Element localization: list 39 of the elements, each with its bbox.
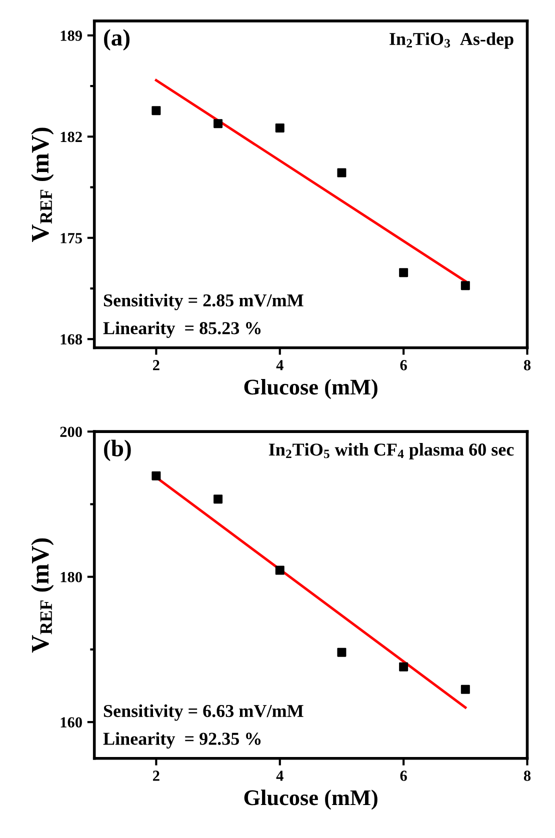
point (152, 471, 161, 480)
chart-title: (a) (104, 29, 130, 51)
text: In$_{2}$TiO$_{3}$ As-dep (390, 32, 514, 49)
point (337, 648, 346, 657)
point (337, 168, 346, 178)
point (214, 494, 223, 504)
annotation: Sensitivity = 6.63 mV/mM (104, 704, 304, 721)
point (399, 268, 408, 278)
point (275, 566, 284, 575)
x-axis-title: Glucose (mM) (244, 378, 378, 400)
x-tick-label: 2 (153, 770, 160, 781)
y-tick-label: 175 (60, 233, 82, 244)
annotation: Linearity = 85.23 % (103, 322, 261, 338)
chart-title: (b) (104, 440, 131, 462)
annotation: Linearity = 92.35 % (103, 732, 261, 749)
y-tick-label: 168 (60, 334, 82, 345)
y-tick-label: 180 (60, 572, 82, 582)
x-axis-title: Glucose (mM) (244, 790, 378, 810)
x-tick-label: 4 (276, 770, 284, 781)
annotation: Sensitivity = 2.85 mV/mM (104, 294, 304, 310)
y-tick-label: 160 (60, 717, 82, 728)
text: In$_{2}$TiO$_{5}$ with CF$_{4}$ plasma 60 sec (268, 443, 514, 460)
y-axis-title: V$_{REF}$ (mV) (31, 538, 54, 653)
x-tick-label: 8 (524, 770, 531, 781)
x-tick-label: 6 (400, 770, 407, 781)
x-tick-label: 4 (276, 360, 284, 370)
point (152, 106, 161, 116)
point (275, 123, 284, 132)
point (399, 662, 408, 672)
y-axis-title: V$_{REF}$ (mV) (31, 128, 54, 242)
y-tick-label: 189 (60, 30, 82, 41)
point (214, 119, 223, 128)
x-tick-label: 6 (400, 360, 407, 370)
point (460, 281, 470, 290)
y-tick-label: 182 (60, 132, 82, 142)
x-tick-label: 2 (153, 360, 160, 370)
x-tick-label: 8 (524, 360, 531, 370)
point (460, 684, 470, 694)
y-tick-label: 200 (60, 426, 82, 438)
